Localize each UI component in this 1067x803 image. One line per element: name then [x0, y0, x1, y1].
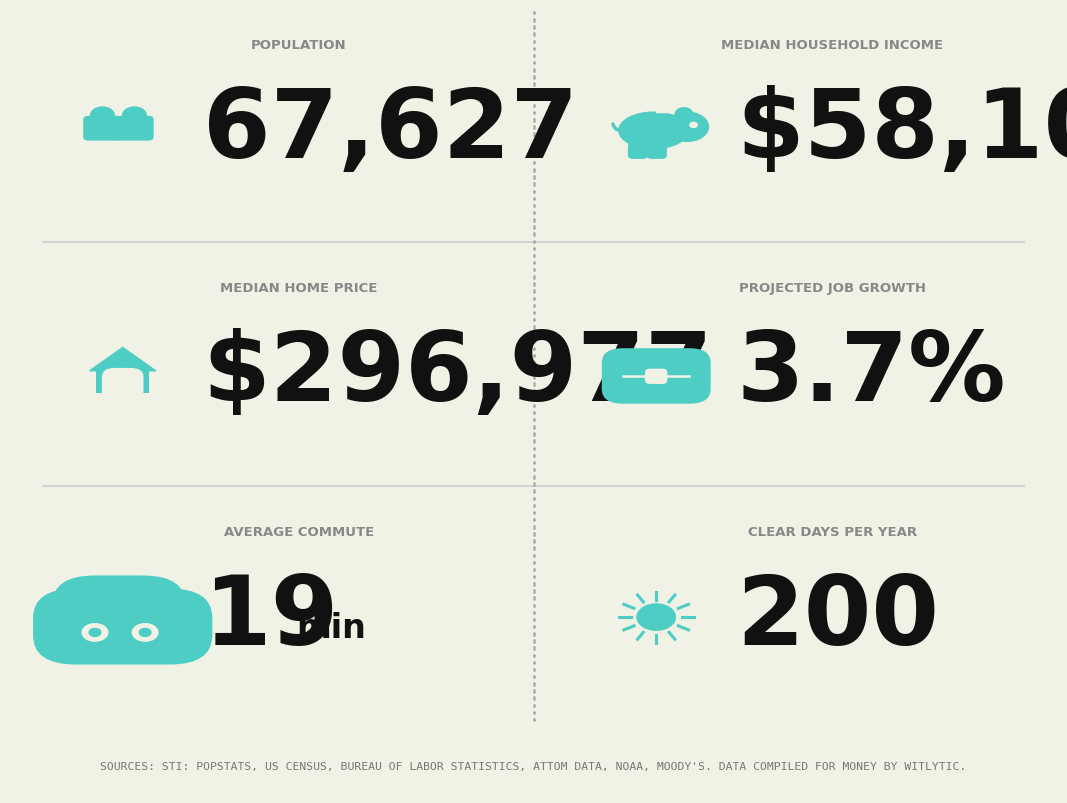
FancyBboxPatch shape	[83, 116, 122, 141]
Text: $58,107: $58,107	[736, 85, 1067, 177]
FancyBboxPatch shape	[52, 576, 186, 650]
Text: MEDIAN HOME PRICE: MEDIAN HOME PRICE	[220, 282, 378, 295]
Circle shape	[666, 113, 708, 142]
Circle shape	[89, 629, 100, 637]
Text: PROJECTED JOB GROWTH: PROJECTED JOB GROWTH	[738, 282, 926, 295]
Text: min: min	[297, 611, 366, 644]
Text: 3.7%: 3.7%	[736, 328, 1006, 421]
FancyBboxPatch shape	[647, 143, 667, 160]
FancyBboxPatch shape	[628, 143, 649, 160]
FancyBboxPatch shape	[644, 369, 668, 385]
Text: POPULATION: POPULATION	[251, 39, 347, 52]
Text: CLEAR DAYS PER YEAR: CLEAR DAYS PER YEAR	[748, 525, 917, 538]
Circle shape	[123, 108, 146, 124]
FancyBboxPatch shape	[602, 349, 711, 404]
Circle shape	[637, 604, 675, 630]
Circle shape	[139, 629, 152, 637]
Polygon shape	[90, 348, 156, 371]
Text: $296,977: $296,977	[203, 328, 713, 421]
Circle shape	[675, 108, 692, 120]
Circle shape	[132, 624, 158, 642]
FancyBboxPatch shape	[101, 369, 143, 402]
Text: 67,627: 67,627	[203, 85, 578, 177]
FancyBboxPatch shape	[115, 116, 154, 141]
Ellipse shape	[619, 113, 688, 149]
Text: 19: 19	[203, 571, 338, 664]
Circle shape	[690, 123, 698, 128]
Text: SOURCES: STI: POPSTATS, US CENSUS, BUREAU OF LABOR STATISTICS, ATTOM DATA, NOAA,: SOURCES: STI: POPSTATS, US CENSUS, BUREA…	[100, 761, 967, 771]
Text: AVERAGE COMMUTE: AVERAGE COMMUTE	[224, 525, 373, 538]
Text: 200: 200	[736, 571, 939, 664]
Text: MEDIAN HOUSEHOLD INCOME: MEDIAN HOUSEHOLD INCOME	[721, 39, 943, 52]
Circle shape	[91, 108, 114, 124]
FancyBboxPatch shape	[96, 371, 149, 393]
FancyBboxPatch shape	[33, 589, 212, 665]
Circle shape	[82, 624, 108, 642]
